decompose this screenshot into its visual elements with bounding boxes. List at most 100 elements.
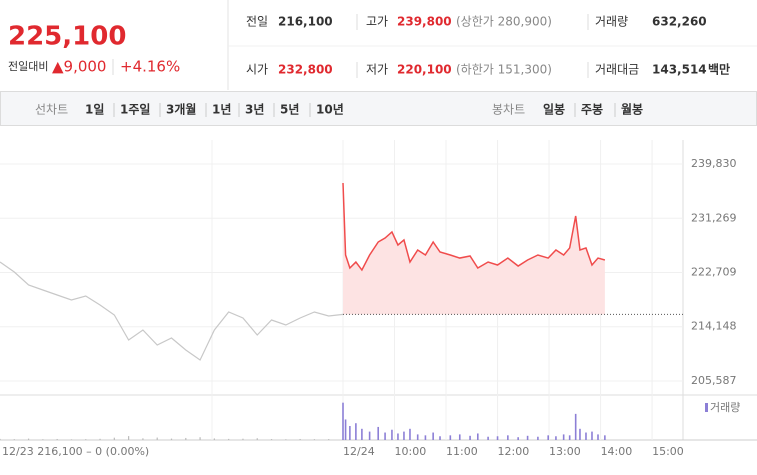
- volume-bar: [597, 434, 599, 440]
- volume-bar: [476, 433, 479, 440]
- volume-bar: [256, 438, 258, 440]
- volume-bar: [85, 439, 87, 440]
- volume-bar: [585, 432, 587, 440]
- x-tick-label: 12:00: [498, 445, 530, 458]
- volume-bar: [397, 433, 399, 440]
- volume-bar: [526, 435, 529, 440]
- period-tab[interactable]: 1년: [212, 103, 231, 117]
- volume-bar: [496, 436, 499, 440]
- volume-bar: [403, 431, 405, 440]
- volume-bar: [416, 434, 419, 440]
- volume-bar: [361, 428, 363, 440]
- period-tab[interactable]: 5년: [280, 103, 299, 117]
- period-tab[interactable]: 3개월: [166, 102, 196, 117]
- volume-bar: [574, 413, 577, 440]
- volume-bar: [313, 439, 316, 440]
- volume-bar: [591, 431, 593, 440]
- volume-bar: [409, 428, 411, 440]
- y-tick-label: 231,269: [691, 211, 737, 224]
- volume-bar: [384, 432, 386, 440]
- volume-bar: [0, 438, 1, 440]
- volume-bar: [349, 426, 351, 440]
- price-line: [342, 182, 606, 272]
- volume-bar: [142, 438, 144, 440]
- stat-value: 216,100: [278, 15, 333, 29]
- volume-bar: [604, 435, 606, 440]
- volume-bar: [113, 437, 115, 440]
- y-tick-label: 239,830: [691, 157, 737, 170]
- area: [343, 183, 605, 315]
- stat-note: (하한가 151,300): [456, 63, 552, 77]
- volume-bar: [439, 436, 441, 440]
- volume-bar: [507, 435, 509, 440]
- volume-bar: [517, 437, 519, 440]
- candle-tab[interactable]: 주봉: [581, 103, 603, 117]
- period-tab[interactable]: 1일: [85, 103, 104, 117]
- volume-bar: [424, 435, 427, 440]
- volume-bar: [555, 436, 557, 440]
- volume-bar: [344, 419, 347, 440]
- volume-bar: [432, 432, 434, 440]
- volume-bar: [458, 434, 461, 440]
- volume-legend: 거래량: [710, 401, 740, 414]
- candle-tab[interactable]: 월봉: [621, 102, 643, 117]
- volume-bar: [355, 423, 357, 440]
- volume-bar: [469, 435, 471, 440]
- x-tick-label: 15:00: [652, 445, 684, 458]
- volume-bar: [568, 435, 571, 440]
- volume-bar: [170, 438, 173, 440]
- volume-bar: [547, 435, 550, 440]
- volume-bar: [242, 438, 244, 440]
- tab-group-label: 봉차트: [492, 103, 525, 117]
- x-tick-label: 14:00: [601, 445, 633, 458]
- stat-value: 143,514: [652, 63, 707, 77]
- stat-label: 고가: [366, 15, 388, 29]
- volume-bar: [128, 436, 130, 440]
- volume-bar: [342, 402, 344, 440]
- volume-bar: [299, 438, 301, 440]
- volume-bar: [285, 439, 287, 440]
- volume-bar: [562, 434, 565, 440]
- volume-bar: [13, 439, 15, 440]
- change-rate: +4.16%: [120, 58, 180, 76]
- volume-legend-swatch: [705, 403, 708, 412]
- period-tab[interactable]: 1주일: [120, 103, 150, 117]
- x-tick-label: 10:00: [395, 445, 427, 458]
- stat-value: 239,800: [397, 15, 452, 29]
- stat-value: 220,100: [397, 63, 452, 77]
- volume-bar: [391, 429, 393, 440]
- candle-tab[interactable]: 일봉: [543, 103, 565, 117]
- y-tick-label: 222,709: [691, 265, 737, 278]
- volume-bar: [56, 438, 58, 440]
- volume-bar: [42, 439, 44, 440]
- price: 225,100: [8, 22, 126, 52]
- volume-bar: [487, 436, 489, 440]
- stat-value: 632,260: [652, 15, 707, 29]
- volume-bar: [156, 437, 158, 440]
- x-tick-label: 12/24: [343, 445, 375, 458]
- y-tick-label: 205,587: [691, 374, 737, 387]
- volume-bar: [449, 435, 452, 440]
- stat-label: 저가: [366, 63, 388, 77]
- change: ▲9,000: [52, 58, 106, 76]
- volume-bar: [199, 437, 201, 440]
- x-tick-label: 11:00: [446, 445, 478, 458]
- stat-label: 거래량: [595, 15, 628, 29]
- period-tab[interactable]: 10년: [316, 103, 344, 117]
- stat-label: 전일: [246, 15, 268, 29]
- stat-unit: 백만: [708, 62, 730, 77]
- volume-bar: [228, 438, 230, 440]
- x-tick-label: 13:00: [549, 445, 581, 458]
- volume-bar: [537, 436, 539, 440]
- volume-bar: [70, 439, 73, 440]
- prev-day-line: [0, 261, 344, 361]
- volume-bar: [328, 439, 330, 440]
- change-label: 전일대비: [8, 59, 48, 73]
- volume-bar: [377, 426, 380, 440]
- volume-bar: [213, 438, 215, 440]
- prev-day-label: 12/23 216,100 – 0 (0.00%): [2, 445, 149, 458]
- stat-label: 시가: [246, 63, 268, 77]
- period-tab[interactable]: 3년: [245, 103, 264, 117]
